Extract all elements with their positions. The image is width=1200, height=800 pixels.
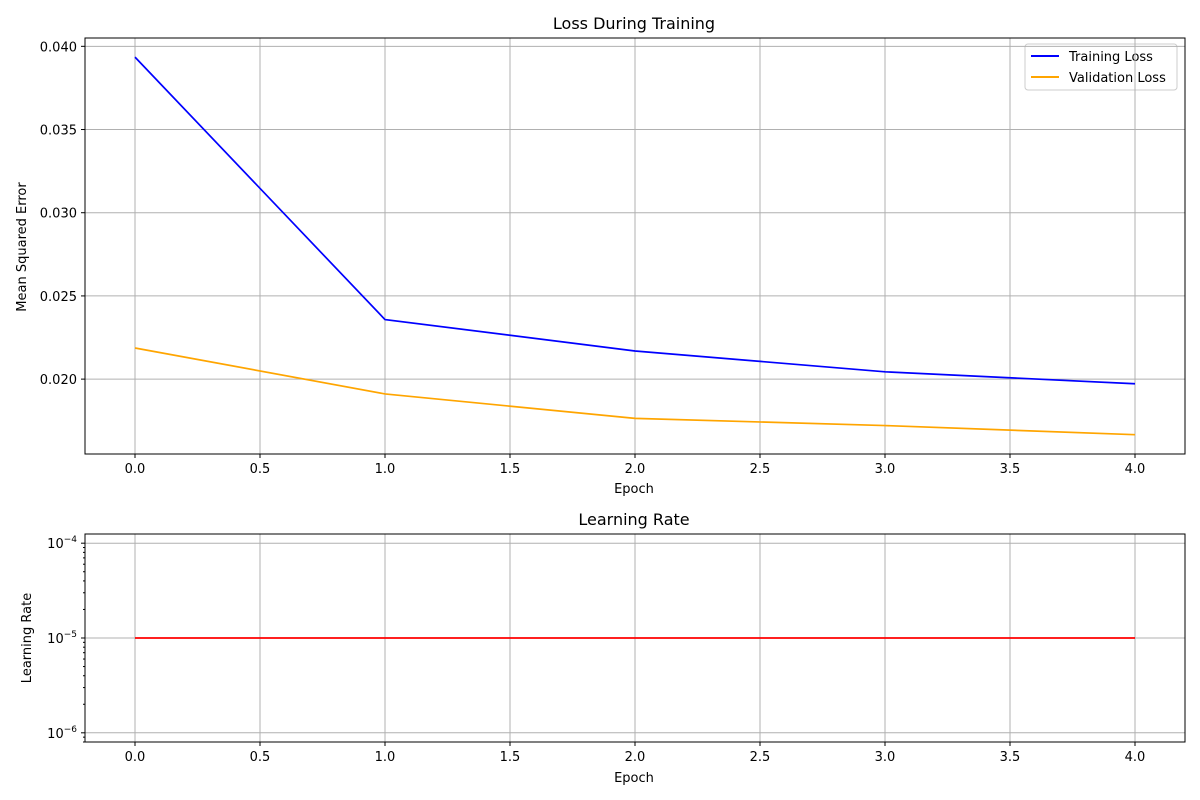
legend-box (1024, 43, 1178, 91)
loss-y-tick-label: 0.025 (40, 290, 77, 305)
lr-plot-area: 0.0 0.5 1.0 1.5 2.0 2.5 3.0 3.5 4.0 10−6 10−5 10−4 (47, 533, 1186, 765)
loss-chart-title: Loss During Training (553, 14, 715, 33)
loss-chart-legend: Training Loss Validation Loss (1024, 43, 1178, 91)
loss-series-line-training-loss (134, 56, 1136, 385)
lr-x-tick-label: 2.5 (750, 750, 771, 765)
lr-y-tick-label: 10−6 (47, 725, 77, 742)
lr-x-tick-label: 4.0 (1125, 750, 1146, 765)
loss-x-tick-label: 0.5 (250, 462, 271, 477)
loss-y-tick-label: 0.040 (40, 40, 77, 55)
lr-x-tick-label: 3.0 (875, 750, 896, 765)
legend-label-validation-loss: Validation Loss (1069, 71, 1166, 86)
loss-y-tick-label: 0.020 (40, 373, 77, 388)
loss-x-tick-label: 4.0 (1125, 462, 1146, 477)
legend-label-training-loss: Training Loss (1068, 50, 1153, 65)
lr-x-tick-label: 2.0 (625, 750, 646, 765)
lr-y-tick-label: 10−4 (47, 535, 77, 552)
loss-x-tick-label: 3.5 (1000, 462, 1021, 477)
loss-x-tick-label: 0.0 (125, 462, 146, 477)
loss-series-line-validation-loss (134, 347, 1136, 436)
loss-x-tick-label: 1.0 (375, 462, 396, 477)
loss-chart-xlabel: Epoch (614, 482, 654, 497)
loss-y-tick-label: 0.035 (40, 124, 77, 139)
lr-x-tick-label: 3.5 (1000, 750, 1021, 765)
loss-x-tick-label: 1.5 (500, 462, 521, 477)
loss-x-tick-label: 3.0 (875, 462, 896, 477)
loss-x-tick-label: 2.5 (750, 462, 771, 477)
loss-y-tick-label: 0.030 (40, 207, 77, 222)
loss-chart-ylabel: Mean Squared Error (15, 182, 30, 312)
lr-y-tick-label: 10−5 (47, 630, 77, 647)
lr-x-tick-label: 1.5 (500, 750, 521, 765)
lr-x-tick-label: 0.5 (250, 750, 271, 765)
lr-chart-xlabel: Epoch (614, 771, 654, 786)
loss-x-tick-label: 2.0 (625, 462, 646, 477)
lr-x-tick-label: 1.0 (375, 750, 396, 765)
lr-x-tick-label: 0.0 (125, 750, 146, 765)
loss-plot-area: 0.0 0.5 1.0 1.5 2.0 2.5 3.0 3.5 4.0 0.020 0.025 0.0… (40, 37, 1186, 477)
lr-chart-title: Learning Rate (578, 510, 689, 529)
lr-chart-ylabel: Learning Rate (20, 593, 35, 683)
